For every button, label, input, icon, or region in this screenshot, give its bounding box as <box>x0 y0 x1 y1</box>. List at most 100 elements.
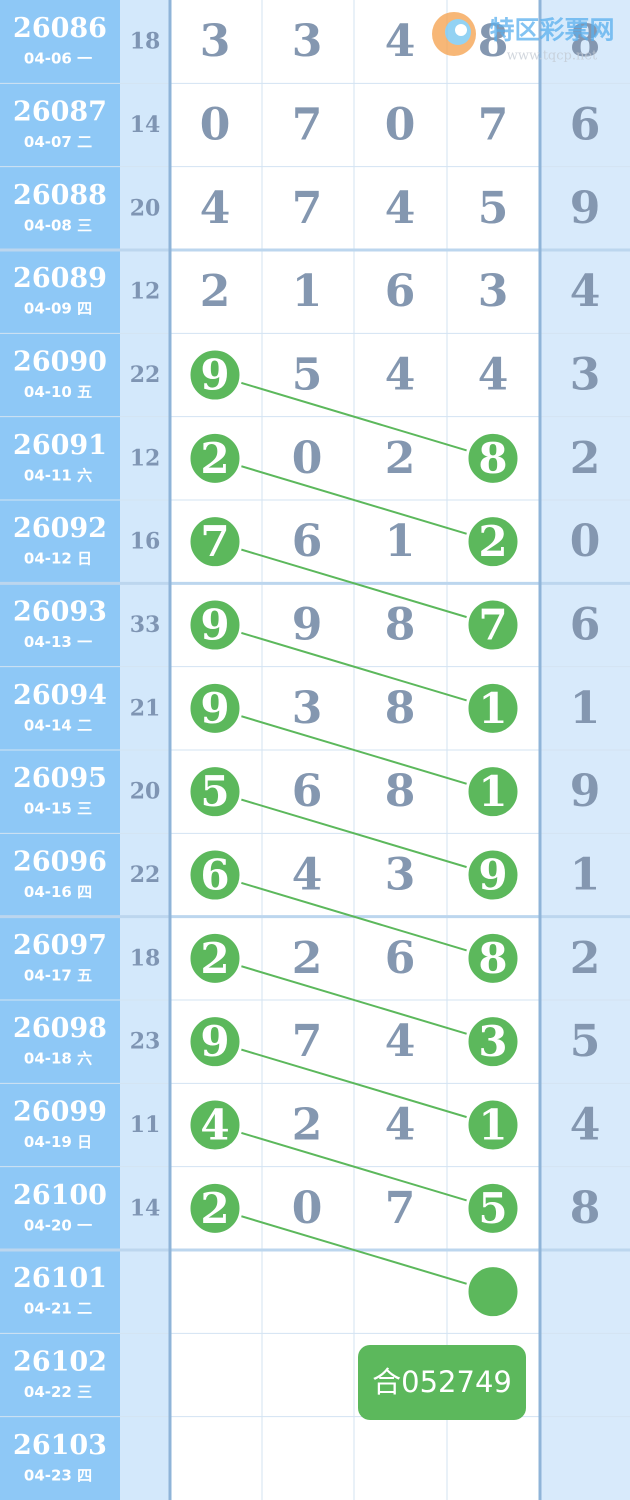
digit: 7 <box>478 601 507 650</box>
highlight <box>187 1014 243 1070</box>
logo-name: 特区彩票网 <box>489 16 614 45</box>
sum: 21 <box>130 695 161 721</box>
sum: 20 <box>130 195 161 221</box>
sum: 22 <box>130 362 161 388</box>
digit: 7 <box>292 183 323 234</box>
date: 04-19 日 <box>24 1133 92 1151</box>
last-digit: 8 <box>570 1183 601 1234</box>
issue: 26095 <box>13 763 107 794</box>
date: 04-13 一 <box>24 633 92 651</box>
digit: 3 <box>292 16 323 67</box>
highlight <box>465 430 521 486</box>
highlight <box>187 1180 243 1236</box>
highlight <box>465 514 521 570</box>
highlight <box>187 1097 243 1153</box>
digit: 7 <box>478 100 509 151</box>
issue: 26098 <box>13 1013 107 1044</box>
last-digit: 3 <box>570 350 601 401</box>
issue: 26097 <box>13 930 107 961</box>
date: 04-06 一 <box>24 50 92 68</box>
issue: 26092 <box>13 513 107 544</box>
link <box>214 624 494 710</box>
link <box>214 1207 494 1293</box>
digit: 9 <box>200 351 229 400</box>
issue: 26099 <box>13 1097 107 1128</box>
date: 04-22 三 <box>24 1383 92 1401</box>
sum: 22 <box>130 862 161 888</box>
issue: 26100 <box>13 1180 107 1211</box>
digit: 8 <box>478 16 509 67</box>
digit: 4 <box>385 1016 416 1067</box>
last-digit: 4 <box>570 1100 601 1151</box>
highlight <box>465 680 521 736</box>
date: 04-08 三 <box>24 216 92 234</box>
digit: 4 <box>385 16 416 67</box>
digit: 4 <box>292 850 323 901</box>
highlight <box>465 597 521 653</box>
highlight <box>187 597 243 653</box>
badge-text: 合052749 <box>372 1365 512 1399</box>
link <box>214 1124 494 1210</box>
digit: 7 <box>292 1016 323 1067</box>
highlight <box>187 430 243 486</box>
issue: 26096 <box>13 847 107 878</box>
date: 04-23 四 <box>24 1466 92 1484</box>
digit: 5 <box>478 183 509 234</box>
highlight <box>187 347 243 403</box>
digit: 5 <box>478 1184 507 1233</box>
digit: 8 <box>385 600 416 651</box>
digit: 4 <box>385 350 416 401</box>
digit: 6 <box>200 851 229 900</box>
digit: 4 <box>385 1100 416 1151</box>
digit: 1 <box>478 767 507 816</box>
sum: 18 <box>130 945 161 971</box>
link <box>214 457 494 543</box>
digit: 6 <box>385 266 416 317</box>
highlight <box>187 930 243 986</box>
digit: 1 <box>478 684 507 733</box>
date: 04-16 四 <box>24 883 92 901</box>
issue: 26093 <box>13 597 107 628</box>
highlight <box>465 930 521 986</box>
issue: 26101 <box>13 1263 107 1294</box>
last-digit: 6 <box>570 100 601 151</box>
digit: 4 <box>385 183 416 234</box>
link <box>214 874 494 960</box>
digit: 8 <box>385 766 416 817</box>
last-digit: 1 <box>570 850 601 901</box>
digit: 9 <box>200 601 229 650</box>
issue: 26102 <box>13 1347 107 1378</box>
date: 04-10 五 <box>24 383 92 401</box>
issue: 26103 <box>13 1430 107 1461</box>
link <box>214 540 494 626</box>
date: 04-07 二 <box>24 133 92 151</box>
issue: 26087 <box>13 97 107 128</box>
sum: 12 <box>130 445 161 471</box>
last-digit: 5 <box>570 1016 601 1067</box>
digit: 9 <box>200 1017 229 1066</box>
digit: 1 <box>478 1101 507 1150</box>
digit: 5 <box>200 767 229 816</box>
digit: 2 <box>200 434 229 483</box>
link <box>214 707 494 793</box>
digit: 7 <box>200 517 229 566</box>
issue: 26086 <box>13 13 107 44</box>
highlight <box>187 764 243 820</box>
issue: 26088 <box>13 180 107 211</box>
digit: 3 <box>200 16 231 67</box>
digit: 9 <box>200 684 229 733</box>
last-digit: 1 <box>570 683 601 734</box>
link <box>214 374 494 460</box>
issue: 26091 <box>13 430 107 461</box>
date: 04-20 一 <box>24 1216 92 1234</box>
digit: 0 <box>385 100 416 151</box>
date: 04-14 二 <box>24 716 92 734</box>
last-digit: 2 <box>570 433 601 484</box>
last-digit: 8 <box>570 16 601 67</box>
digit: 2 <box>200 1184 229 1233</box>
highlight <box>465 1180 521 1236</box>
link <box>214 790 494 876</box>
digit: 7 <box>385 1183 416 1234</box>
badge <box>358 1345 526 1420</box>
date: 04-09 四 <box>24 300 92 318</box>
